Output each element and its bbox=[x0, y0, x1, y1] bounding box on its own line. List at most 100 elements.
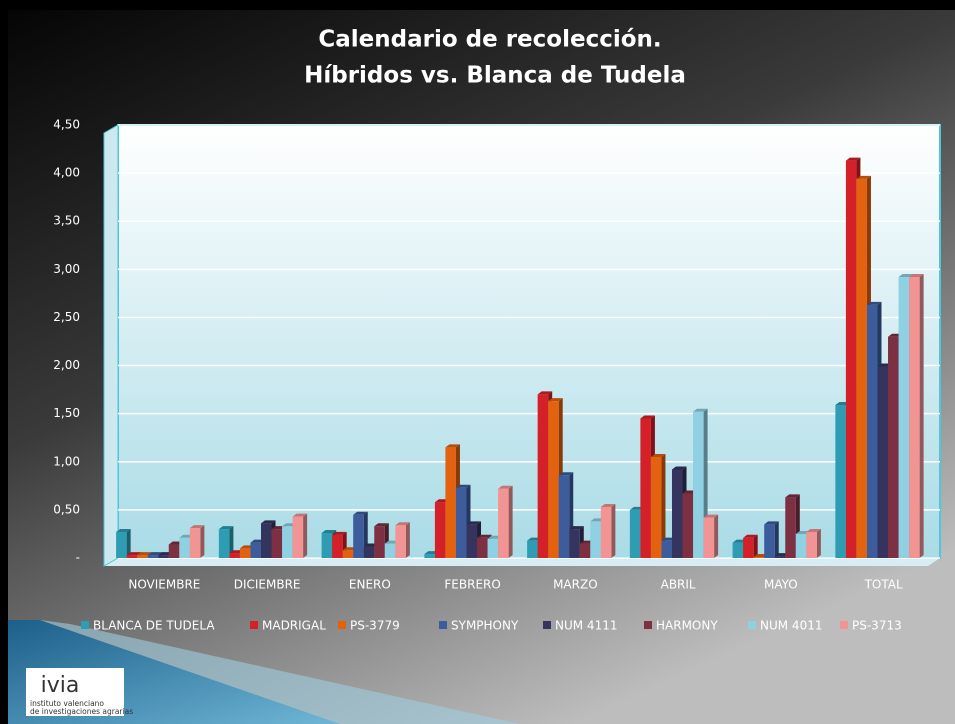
bar-face bbox=[806, 532, 817, 558]
bar-face bbox=[508, 485, 513, 558]
decoration bbox=[40, 620, 520, 724]
y-tick-label: 1,00 bbox=[53, 454, 80, 468]
bar-face bbox=[466, 524, 478, 558]
bar-face bbox=[856, 178, 867, 558]
bar bbox=[395, 522, 410, 558]
bar-face bbox=[743, 537, 754, 558]
legend-label: NUM 4011 bbox=[760, 619, 822, 633]
bar bbox=[189, 525, 205, 558]
legend-swatch bbox=[250, 621, 258, 629]
bar-face bbox=[558, 475, 570, 558]
bar-face bbox=[424, 554, 435, 558]
chart-subtitle: Híbridos vs. Blanca de Tudela bbox=[304, 63, 686, 89]
bar-face bbox=[816, 529, 821, 558]
bar-face bbox=[845, 160, 857, 558]
bar-face bbox=[640, 418, 651, 558]
bar-face bbox=[600, 507, 612, 558]
x-tick-label: MAYO bbox=[764, 578, 798, 592]
bar-face bbox=[179, 537, 190, 558]
bar-face bbox=[682, 493, 694, 558]
bar-face bbox=[260, 523, 272, 558]
bar-face bbox=[229, 526, 234, 558]
legend-swatch bbox=[543, 621, 551, 629]
bar-face bbox=[909, 277, 920, 558]
bar-face bbox=[363, 546, 375, 558]
bar-face bbox=[785, 497, 796, 558]
legend-label: PS-3713 bbox=[852, 619, 902, 633]
x-tick-label: DICIEMBRE bbox=[234, 578, 301, 592]
bar-face bbox=[753, 534, 758, 558]
bar-face bbox=[477, 534, 492, 538]
legend-label: MADRIGAL bbox=[262, 619, 326, 633]
x-tick-label: ABRIL bbox=[661, 578, 696, 592]
bar-face bbox=[714, 514, 719, 558]
bar-face bbox=[158, 555, 169, 558]
bar-face bbox=[661, 453, 666, 558]
bar-face bbox=[434, 502, 446, 558]
legend-label: PS-3779 bbox=[350, 619, 400, 633]
bar-face bbox=[703, 517, 715, 558]
bar-face bbox=[919, 274, 924, 558]
bar-face bbox=[537, 394, 549, 558]
legend-swatch bbox=[748, 621, 756, 629]
bar-face bbox=[374, 523, 389, 527]
bar-face bbox=[579, 543, 591, 558]
bar-face bbox=[126, 555, 138, 558]
bar-face bbox=[239, 548, 251, 558]
bar bbox=[650, 453, 666, 558]
bar-face bbox=[898, 277, 910, 558]
y-tick-label: 4,50 bbox=[53, 118, 80, 132]
plot-area bbox=[117, 124, 941, 559]
bar-face bbox=[292, 513, 308, 517]
bar-face bbox=[250, 542, 261, 558]
bar-face bbox=[795, 533, 807, 558]
y-tick-label: 3,00 bbox=[53, 262, 80, 276]
logo-text: instituto valenciano bbox=[30, 699, 104, 708]
bar bbox=[909, 274, 924, 558]
bar-face bbox=[693, 411, 704, 558]
bar-face bbox=[218, 526, 234, 530]
bar-face bbox=[116, 529, 131, 533]
y-tick-label: 2,50 bbox=[53, 310, 80, 324]
bar-face bbox=[671, 466, 687, 470]
bar-face bbox=[558, 472, 574, 476]
bar bbox=[498, 485, 513, 558]
bar bbox=[703, 514, 719, 558]
bar-face bbox=[332, 531, 347, 535]
bar-face bbox=[898, 274, 914, 278]
bar bbox=[764, 521, 779, 558]
logo bbox=[26, 668, 124, 716]
legend-swatch bbox=[81, 621, 89, 629]
y-tick-label: 1,50 bbox=[53, 406, 80, 420]
bar-face bbox=[866, 304, 878, 558]
bar-face bbox=[126, 552, 142, 556]
bar bbox=[218, 526, 234, 558]
bar-face bbox=[168, 544, 180, 558]
bar bbox=[116, 529, 131, 558]
bar-face bbox=[650, 456, 662, 558]
legend-swatch bbox=[840, 621, 848, 629]
bar-face bbox=[466, 521, 482, 525]
bar-face bbox=[640, 415, 655, 419]
bar-face bbox=[137, 552, 152, 556]
bar-face bbox=[527, 540, 538, 558]
bar-face bbox=[477, 537, 488, 558]
bar-face bbox=[200, 525, 205, 558]
x-tick-label: NOVIEMBRE bbox=[128, 578, 200, 592]
bar-face bbox=[537, 391, 553, 395]
legend-swatch bbox=[338, 621, 346, 629]
bar-face bbox=[743, 534, 758, 538]
bar-face bbox=[650, 453, 666, 457]
bar-face bbox=[445, 444, 460, 448]
bar-face bbox=[189, 528, 201, 558]
bar-face bbox=[785, 494, 800, 498]
bar-face bbox=[835, 405, 846, 558]
bar-face bbox=[845, 157, 861, 161]
bar-face bbox=[806, 529, 821, 533]
bar-face bbox=[498, 485, 513, 489]
bar-face bbox=[590, 521, 601, 558]
bar-face bbox=[671, 469, 683, 558]
side-wall bbox=[103, 124, 119, 567]
bar-face bbox=[774, 556, 786, 558]
bar-face bbox=[600, 504, 616, 508]
